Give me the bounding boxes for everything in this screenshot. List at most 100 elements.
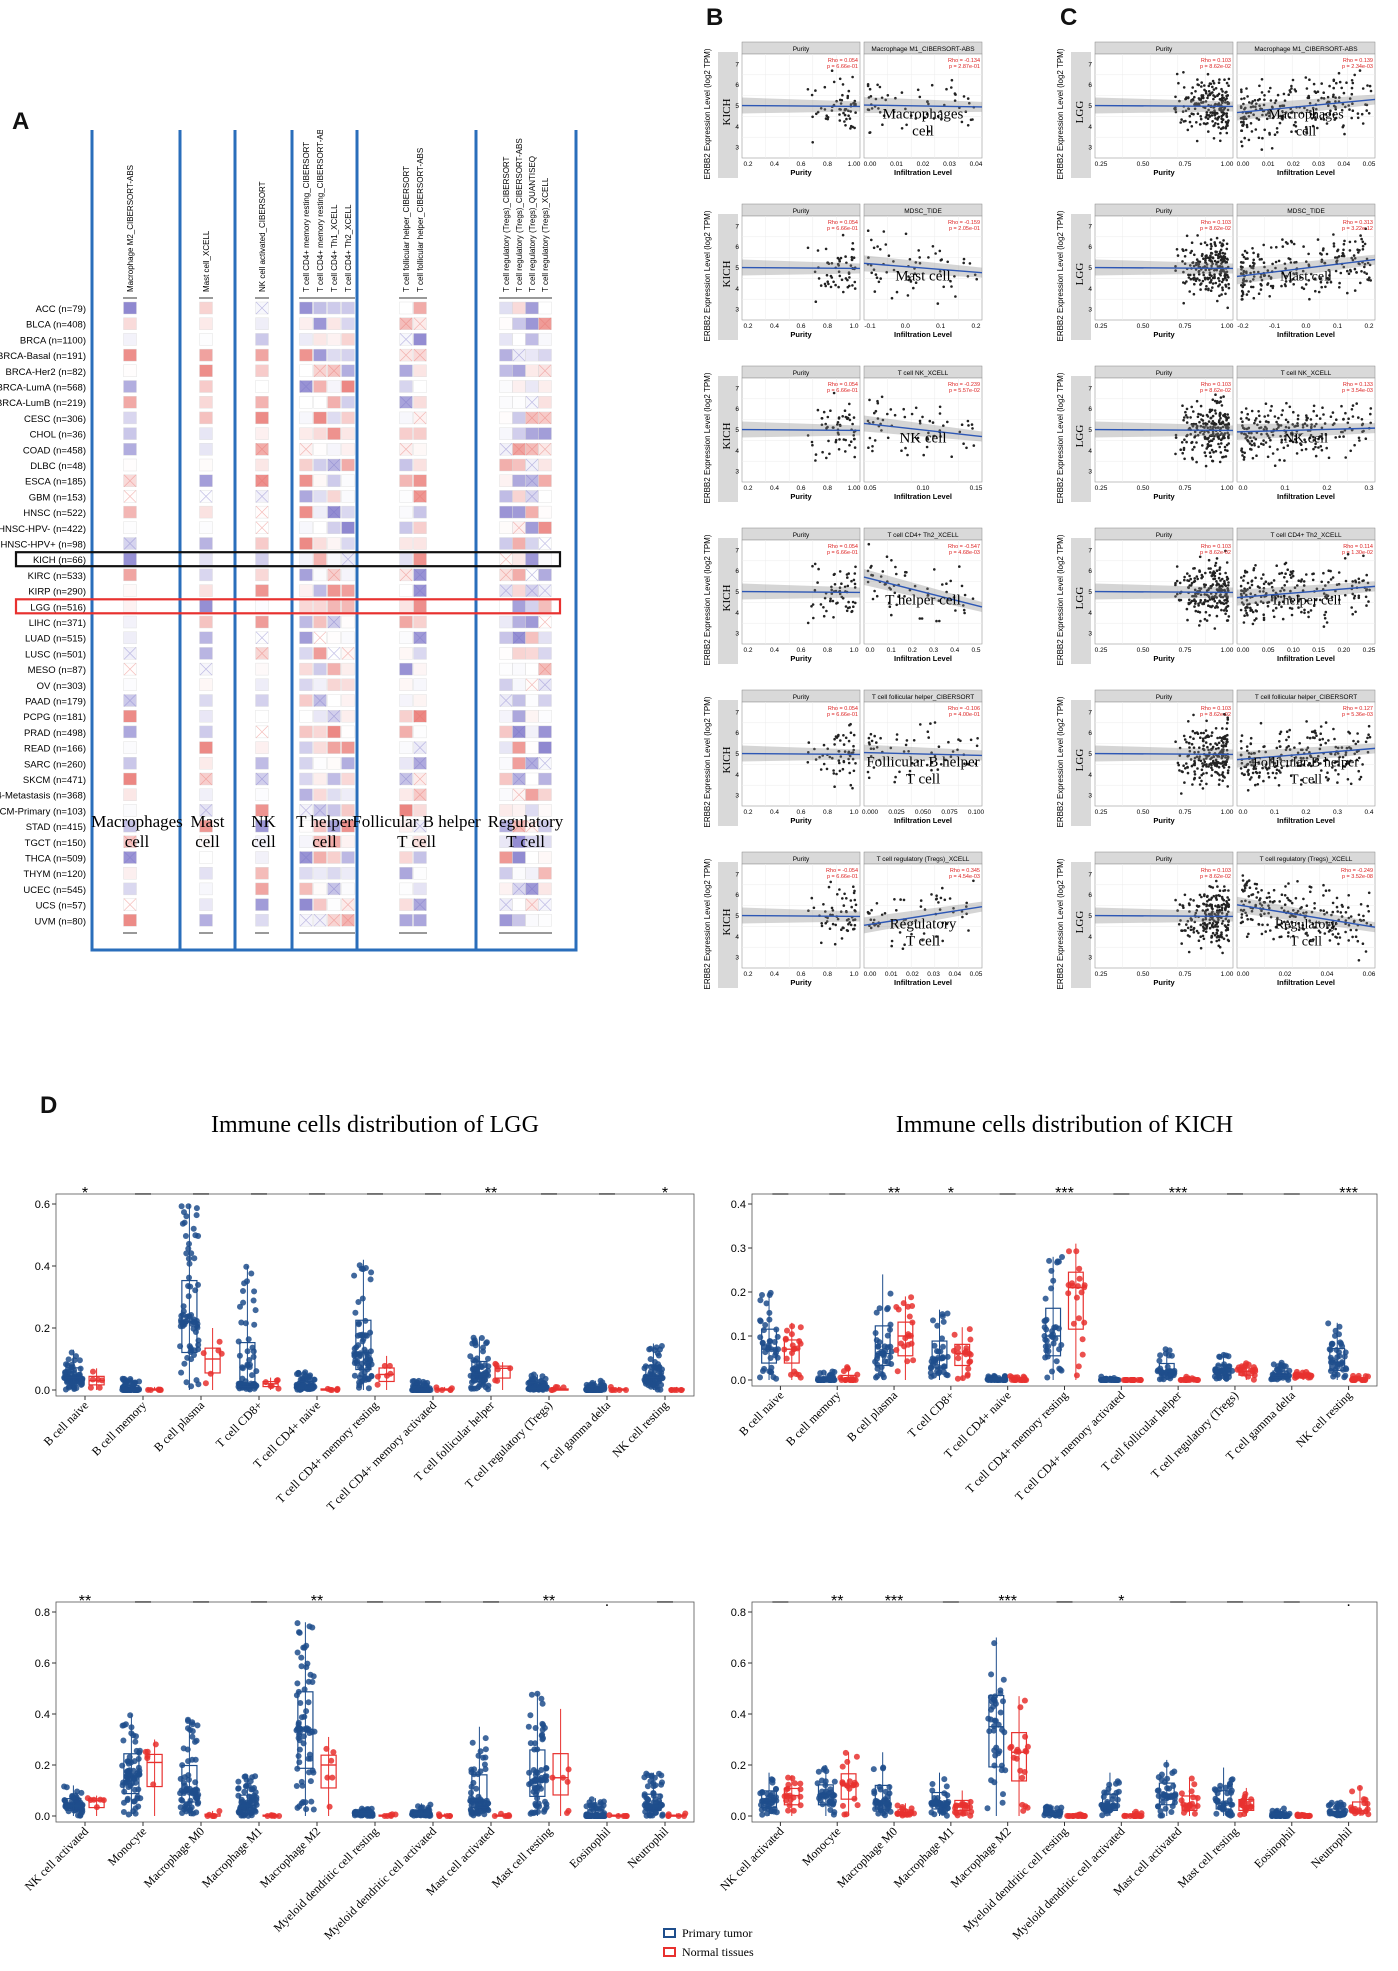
group-label: Mast xyxy=(191,812,225,831)
scatter-point xyxy=(1189,898,1192,901)
scatter-point xyxy=(1220,739,1223,742)
nonsignificant-mark xyxy=(413,631,427,644)
scatter-point xyxy=(1202,929,1205,932)
scatter-point xyxy=(1219,107,1223,111)
scatter-point xyxy=(1208,276,1211,280)
scatter-point xyxy=(1222,435,1225,439)
scatter-point xyxy=(890,559,893,562)
scatter-point xyxy=(1362,554,1365,558)
scatter-point xyxy=(822,614,826,618)
heatmap-cell xyxy=(512,364,526,378)
p-text: p = 3.54e-03 xyxy=(1342,388,1373,394)
scatter-point xyxy=(823,596,827,600)
scatter-point xyxy=(1211,85,1214,89)
scatter-point xyxy=(1309,418,1313,421)
scatter-point xyxy=(879,736,882,740)
scatter-point xyxy=(1259,288,1263,291)
heatmap-cell xyxy=(413,741,427,754)
scatter-point xyxy=(1192,594,1196,598)
scatter-point xyxy=(1247,290,1250,293)
confidence-band xyxy=(1237,423,1375,440)
scatter-point xyxy=(831,756,834,760)
scatter-point xyxy=(893,413,897,417)
scatter-point xyxy=(1213,269,1216,272)
scatter-point xyxy=(1258,104,1261,107)
cancer-label: LGG xyxy=(1074,911,1086,934)
scatter-point xyxy=(1290,240,1294,244)
scatter-point xyxy=(1206,72,1210,76)
scatter-point xyxy=(1222,745,1225,748)
nonsignificant-mark xyxy=(299,914,313,927)
scatter-point xyxy=(1270,147,1274,150)
scatter-point xyxy=(1246,749,1249,753)
scatter-point xyxy=(1358,249,1361,252)
scatter-point xyxy=(1334,768,1337,772)
heatmap-cell xyxy=(313,851,327,864)
scatter-point xyxy=(1271,116,1275,120)
scatter-point xyxy=(1322,118,1326,121)
scatter-point xyxy=(1301,423,1305,427)
heatmap-cell xyxy=(299,411,313,425)
scatter-point xyxy=(1324,721,1328,724)
scatter-point xyxy=(1211,282,1215,285)
scatter-point xyxy=(848,402,851,406)
x-tick-label: 0.75 xyxy=(1179,323,1192,330)
p-text: p = 4.54e-03 xyxy=(949,874,980,880)
scatter-point xyxy=(1239,767,1243,770)
scatter-point xyxy=(1224,549,1227,553)
scatter-point xyxy=(1272,589,1275,592)
scatter-point xyxy=(1219,579,1222,582)
scatter-point xyxy=(1260,284,1263,287)
scatter-point xyxy=(1280,586,1284,590)
y-tick-label: 5 xyxy=(735,751,739,758)
scatter-point xyxy=(1239,261,1243,264)
scatter-point xyxy=(1240,90,1243,94)
scatter-point xyxy=(1268,436,1271,440)
x-tick-label: 0.0 xyxy=(1238,809,1247,816)
facet-header-text: T cell CD4+ Th2_XCELL xyxy=(1270,532,1342,539)
scatter-point xyxy=(1250,893,1253,897)
scatter-point xyxy=(1359,775,1363,779)
scatter-point xyxy=(1351,935,1354,939)
scatter-point xyxy=(1209,238,1213,241)
heatmap-cell xyxy=(413,521,427,534)
heatmap-cell xyxy=(313,584,327,597)
scatter-point xyxy=(1347,272,1351,275)
scatter-point xyxy=(934,252,937,255)
scatter-point xyxy=(1322,625,1326,628)
scatter-point xyxy=(840,595,844,599)
scatter-point xyxy=(831,922,835,926)
scatter-point xyxy=(867,256,870,259)
scatter-point xyxy=(1278,935,1281,939)
heatmap-cell xyxy=(123,537,137,550)
scatter-point xyxy=(909,280,913,283)
scatter-point xyxy=(1215,111,1219,115)
x-tick-label: 0.50 xyxy=(1137,809,1150,816)
scatter-point xyxy=(1223,579,1226,583)
scatter-point xyxy=(1253,421,1256,425)
scatter-point xyxy=(838,586,842,589)
scatter-point xyxy=(846,929,850,933)
highlight-row xyxy=(14,598,562,615)
scatter-point xyxy=(963,611,966,615)
scatter-point xyxy=(1183,781,1186,784)
x-tick-label: 1.0 xyxy=(849,809,858,816)
scatter-point xyxy=(1322,413,1325,416)
scatter-point xyxy=(1245,593,1248,597)
x-tick-label: 1.0 xyxy=(849,971,858,978)
scatter-point xyxy=(830,585,833,589)
regression-line xyxy=(863,576,983,608)
scatter-point xyxy=(1190,764,1194,768)
nonsignificant-mark xyxy=(538,678,552,692)
scatter-point xyxy=(1209,455,1212,459)
rho-text: Rho = 0.127 xyxy=(1343,706,1373,712)
scatter-point xyxy=(1202,926,1205,930)
y-tick-label: 4 xyxy=(1088,124,1092,131)
scatter-point xyxy=(1190,599,1194,603)
scatter-point xyxy=(1340,430,1343,434)
heatmap-cell xyxy=(341,898,355,911)
y-tick-label: 4 xyxy=(1088,772,1092,779)
scatter-point xyxy=(895,290,899,294)
scatter-point xyxy=(1304,447,1308,451)
heatmap-cell xyxy=(299,348,313,362)
